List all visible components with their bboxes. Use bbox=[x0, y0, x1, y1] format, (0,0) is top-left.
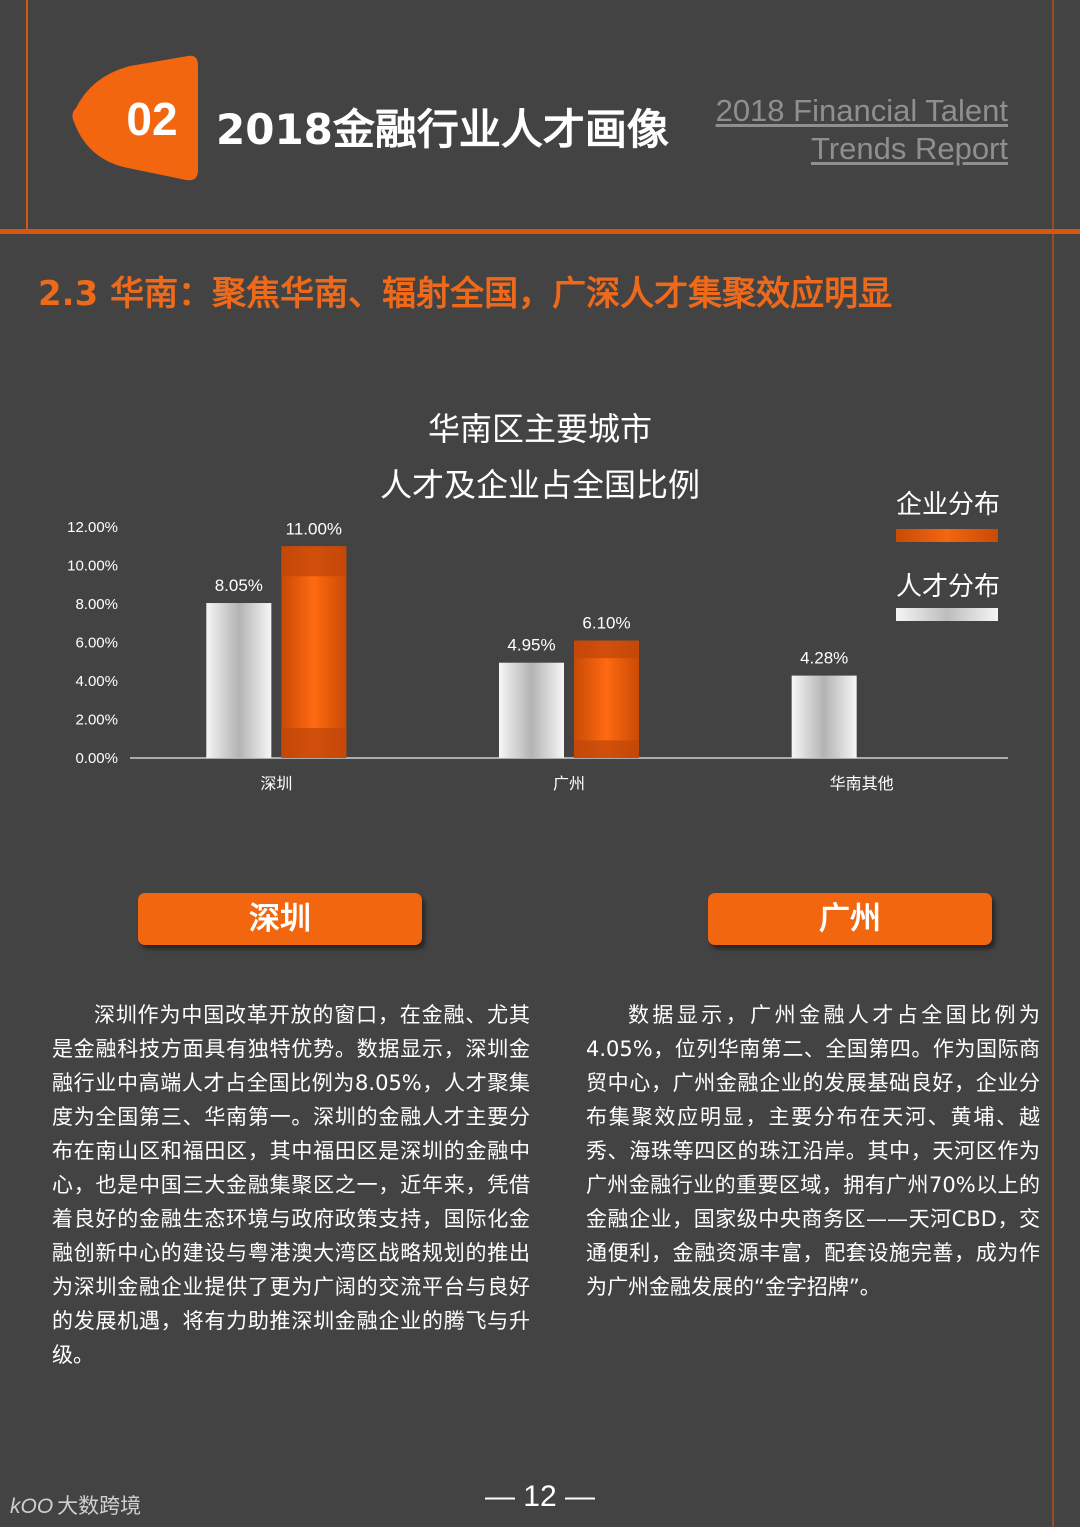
data-label: 11.00% bbox=[286, 519, 342, 538]
shenzhen-paragraph: 深圳作为中国改革开放的窗口，在金融、尤其是金融科技方面具有独特优势。数据显示，深… bbox=[52, 1003, 530, 1367]
bar-chart: 0.00% 2.00% 4.00% 6.00% 8.00% 10.00% 12.00% 8.0… bbox=[67, 519, 1008, 793]
page-title-english: 2018 Financial Talent Trends Report bbox=[668, 92, 1008, 168]
legend-label-enterprise: 企业分布 bbox=[896, 490, 1001, 520]
enterprise-bar bbox=[281, 546, 347, 758]
x-category-label: 广州 bbox=[553, 774, 585, 793]
enterprise-bar bbox=[574, 640, 639, 758]
data-label: 4.28% bbox=[800, 649, 848, 668]
chart-title-line1: 华南区主要城市 bbox=[427, 410, 652, 448]
legend-swatch-talent bbox=[896, 608, 998, 621]
y-tick-label: 8.00% bbox=[75, 596, 118, 613]
header-divider bbox=[0, 229, 1080, 234]
page-header: 02 2018金融行业人才画像 2018 Financial Talent Tr… bbox=[0, 0, 1080, 230]
chapter-number: 02 bbox=[126, 93, 178, 145]
legend-label-talent: 人才分布 bbox=[896, 572, 1001, 602]
data-label: 4.95% bbox=[507, 636, 555, 655]
guangzhou-button[interactable]: 广州 bbox=[708, 893, 992, 945]
talent-bar bbox=[206, 603, 272, 758]
enterprise-bar-bottom-band bbox=[574, 740, 639, 758]
y-tick-label: 10.00% bbox=[67, 558, 118, 575]
enterprise-bar-top-band bbox=[574, 640, 639, 659]
data-label: 8.05% bbox=[215, 576, 263, 595]
chapter-badge bbox=[72, 55, 198, 181]
watermark: kOO 大数跨境 bbox=[10, 1490, 141, 1520]
y-tick-label: 6.00% bbox=[75, 635, 118, 652]
y-tick-label: 2.00% bbox=[75, 712, 118, 729]
title-en-line1: 2018 Financial Talent bbox=[715, 93, 1008, 128]
page-number: — 12 — bbox=[484, 1480, 596, 1513]
x-category-label: 华南其他 bbox=[830, 774, 894, 793]
legend-swatch-enterprise bbox=[896, 529, 998, 542]
enterprise-bar-top-band bbox=[281, 546, 347, 577]
shenzhen-button[interactable]: 深圳 bbox=[138, 893, 422, 945]
section-title: 2.3 华南：聚焦华南、辐射全国，广深人才集聚效应明显 bbox=[38, 274, 893, 314]
page-right-rule bbox=[1052, 0, 1054, 1527]
guangzhou-paragraph: 数据显示，广州金融人才占全国比例为4.05%，位列华南第二、全国第四。作为国际商… bbox=[586, 1003, 1040, 1299]
data-label: 6.10% bbox=[582, 614, 630, 633]
talent-bar bbox=[499, 662, 564, 758]
title-en-line2: Trends Report bbox=[811, 131, 1008, 166]
y-tick-label: 12.00% bbox=[67, 519, 118, 536]
header-left-rule bbox=[26, 0, 28, 230]
x-category-label: 深圳 bbox=[260, 774, 292, 793]
enterprise-bar-bottom-band bbox=[281, 728, 347, 758]
talent-bar bbox=[791, 675, 857, 758]
y-tick-label: 4.00% bbox=[75, 673, 118, 690]
y-tick-label: 0.00% bbox=[75, 750, 118, 767]
watermark-text: 大数跨境 bbox=[57, 1494, 142, 1518]
page-title: 2018金融行业人才画像 bbox=[216, 105, 669, 154]
chart-title-line2: 人才及企业占全国比例 bbox=[379, 466, 700, 504]
watermark-logo-icon: kOO bbox=[10, 1495, 54, 1518]
